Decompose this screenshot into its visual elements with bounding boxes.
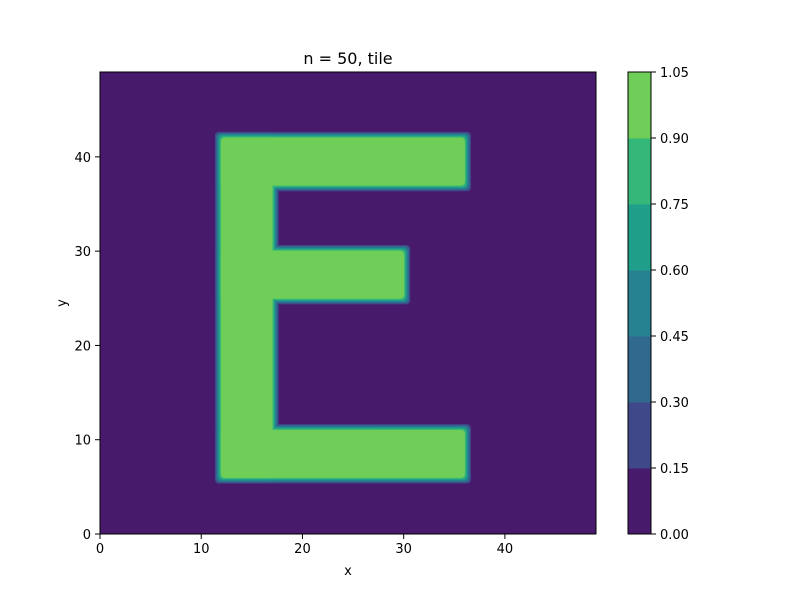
x-tick-label: 40: [497, 542, 514, 557]
colorbar-tick-label: 1.05: [660, 66, 689, 81]
colorbar-tick-label: 0.90: [660, 132, 689, 147]
y-tick-label: 20: [74, 339, 91, 354]
colorbar-band: [628, 468, 651, 535]
colorbar-tick-label: 0.00: [660, 528, 689, 543]
colorbar-tick-label: 0.75: [660, 198, 689, 213]
contour-band-top-level-top-bar: [220, 137, 465, 186]
x-axis: 0 10 20 30 40: [96, 534, 513, 557]
x-tick-label: 0: [96, 542, 104, 557]
colorbar-band: [628, 402, 651, 469]
colorbar: 0.00 0.15 0.30 0.45 0.60 0.75 0.90 1.05: [627, 66, 689, 543]
colorbar-tick-label: 0.45: [660, 330, 689, 345]
contour-band-top-level-spine: [220, 137, 273, 478]
colorbar-tick-label: 0.60: [660, 264, 689, 279]
colorbar-band: [628, 138, 651, 205]
contour-band-top-level-bottom-bar: [220, 429, 465, 478]
x-axis-label: x: [344, 564, 352, 579]
x-tick-label: 10: [193, 542, 210, 557]
y-axis-label: y: [55, 299, 70, 307]
plot-area: [99, 71, 597, 535]
colorbar-tick-label: 0.15: [660, 462, 689, 477]
plot-frame: [99, 71, 597, 535]
colorbar-tick-label: 0.30: [660, 396, 689, 411]
contour-band-top-level-middle-bar: [220, 250, 405, 299]
chart-title: n = 50, tile: [303, 49, 392, 68]
y-tick-label: 10: [74, 434, 91, 449]
y-tick-label: 30: [74, 245, 91, 260]
x-tick-label: 20: [294, 542, 311, 557]
colorbar-band: [628, 270, 651, 337]
x-tick-label: 30: [395, 542, 412, 557]
letter-e-shape: [214, 131, 471, 484]
y-tick-label: 0: [83, 528, 91, 543]
colorbar-band: [628, 72, 651, 139]
colorbar-band: [628, 336, 651, 403]
y-tick-label: 40: [74, 151, 91, 166]
y-axis: 0 10 20 30 40: [74, 151, 100, 543]
colorbar-band: [628, 204, 651, 271]
colorbar-frame: [627, 71, 652, 535]
